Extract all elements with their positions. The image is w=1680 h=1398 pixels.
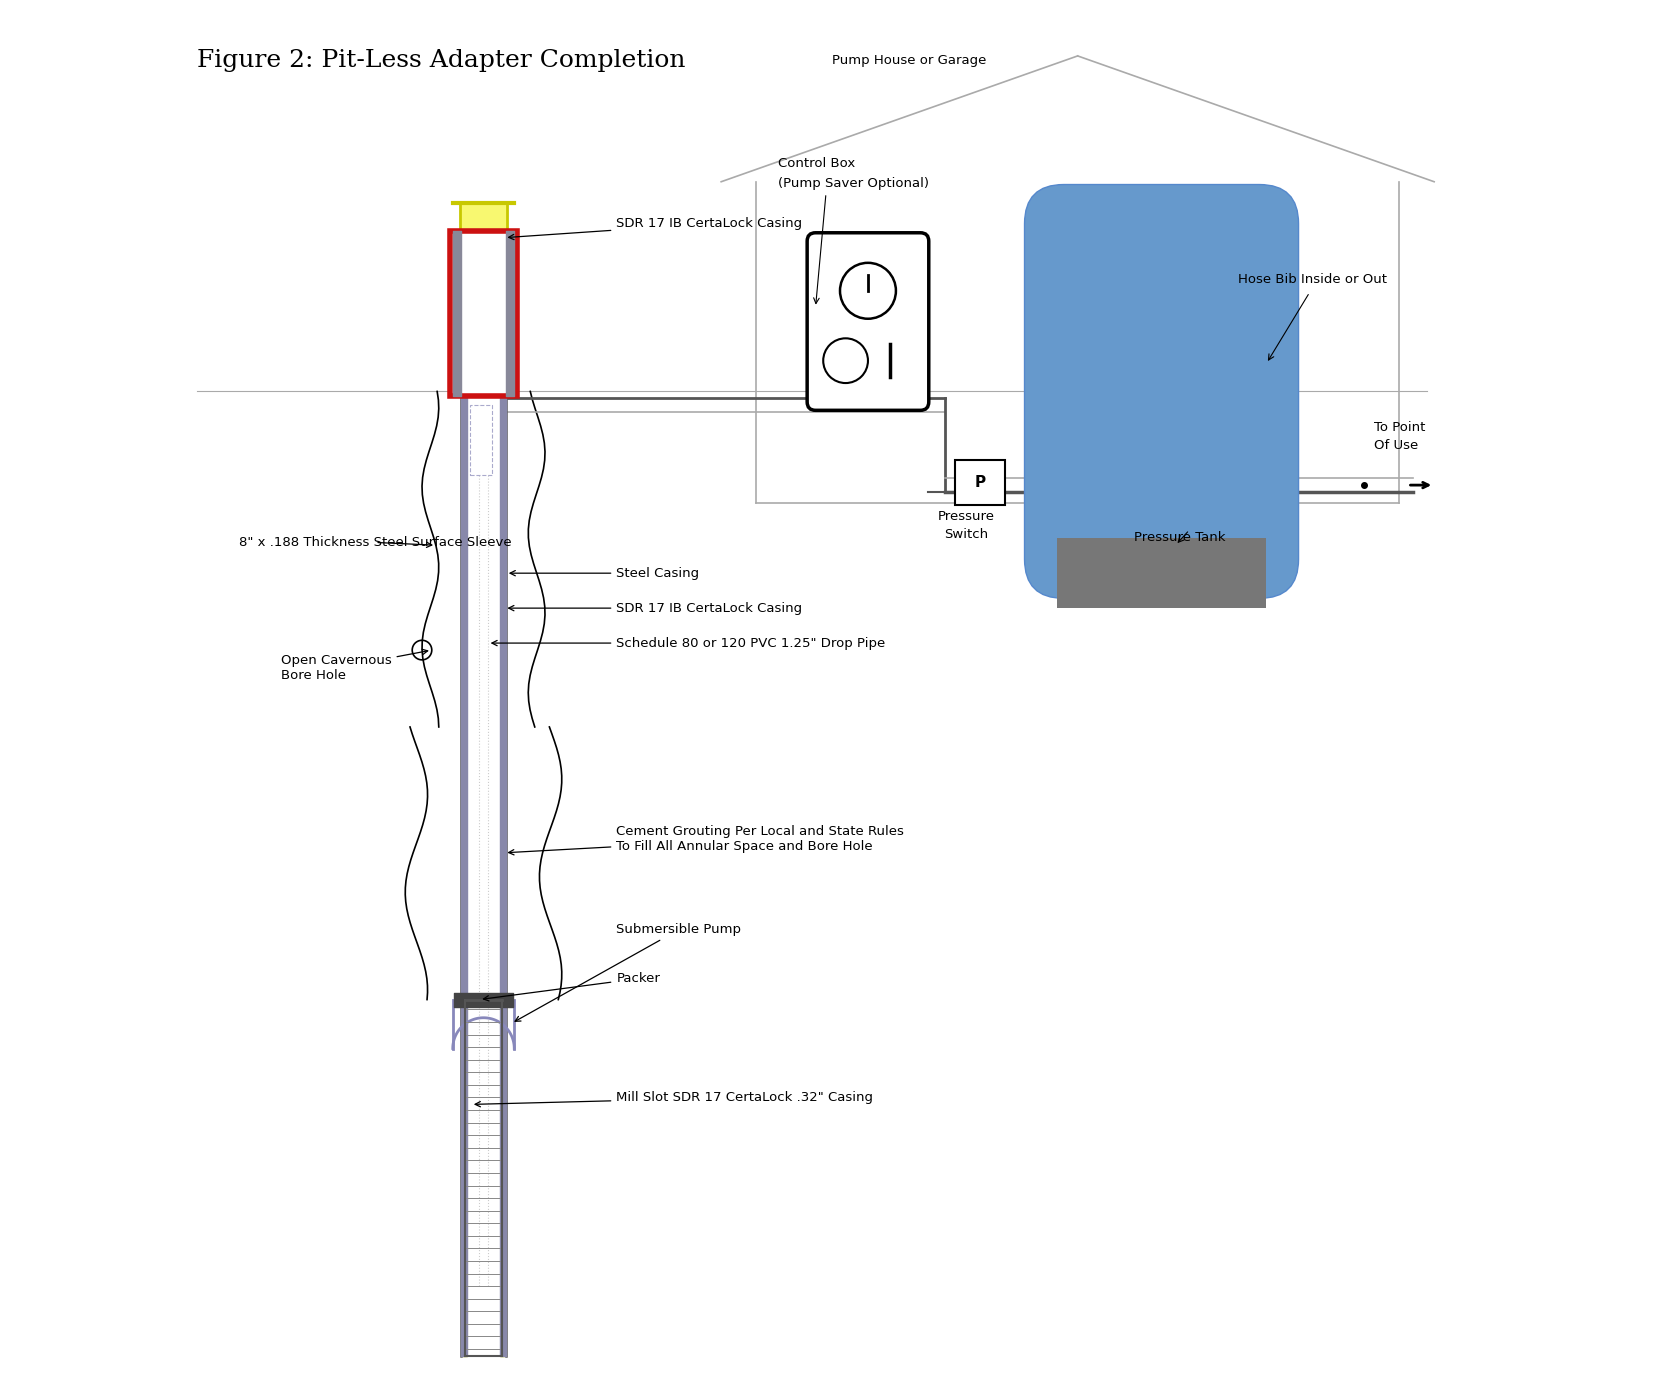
Text: Pressure Tank: Pressure Tank: [1134, 531, 1225, 544]
Text: SDR 17 IB CertaLock Casing: SDR 17 IB CertaLock Casing: [509, 601, 803, 615]
Text: Steel Casing: Steel Casing: [511, 566, 699, 580]
Text: Pressure: Pressure: [937, 510, 995, 523]
Text: P: P: [974, 475, 986, 489]
Bar: [954, 460, 1005, 505]
Text: Schedule 80 or 120 PVC 1.25" Drop Pipe: Schedule 80 or 120 PVC 1.25" Drop Pipe: [492, 636, 885, 650]
Bar: [1057, 538, 1267, 608]
FancyBboxPatch shape: [806, 233, 929, 411]
Text: To Point: To Point: [1374, 421, 1425, 435]
Text: (Pump Saver Optional): (Pump Saver Optional): [778, 176, 929, 190]
Text: Of Use: Of Use: [1374, 439, 1418, 453]
Text: Submersible Pump: Submersible Pump: [516, 923, 741, 1022]
Text: Pump House or Garage: Pump House or Garage: [832, 53, 986, 67]
Bar: [450, 231, 517, 396]
Text: Open Cavernous
Bore Hole: Open Cavernous Bore Hole: [281, 649, 428, 682]
Text: Hose Bib Inside or Out: Hose Bib Inside or Out: [1238, 273, 1388, 287]
Bar: [469, 405, 492, 475]
FancyBboxPatch shape: [1025, 185, 1299, 598]
Text: SDR 17 IB CertaLock Casing: SDR 17 IB CertaLock Casing: [509, 217, 803, 239]
Text: Packer: Packer: [484, 972, 660, 1001]
Text: Mill Slot SDR 17 CertaLock .32" Casing: Mill Slot SDR 17 CertaLock .32" Casing: [475, 1090, 874, 1107]
Text: Cement Grouting Per Local and State Rules
To Fill All Annular Space and Bore Hol: Cement Grouting Per Local and State Rule…: [509, 825, 904, 856]
Text: Control Box: Control Box: [778, 157, 855, 171]
Text: Figure 2: Pit-Less Adapter Completion: Figure 2: Pit-Less Adapter Completion: [197, 49, 685, 71]
Text: 8" x .188 Thickness Steel Surface Sleeve: 8" x .188 Thickness Steel Surface Sleeve: [239, 535, 511, 549]
Text: Switch: Switch: [944, 528, 988, 541]
Bar: [460, 203, 507, 391]
